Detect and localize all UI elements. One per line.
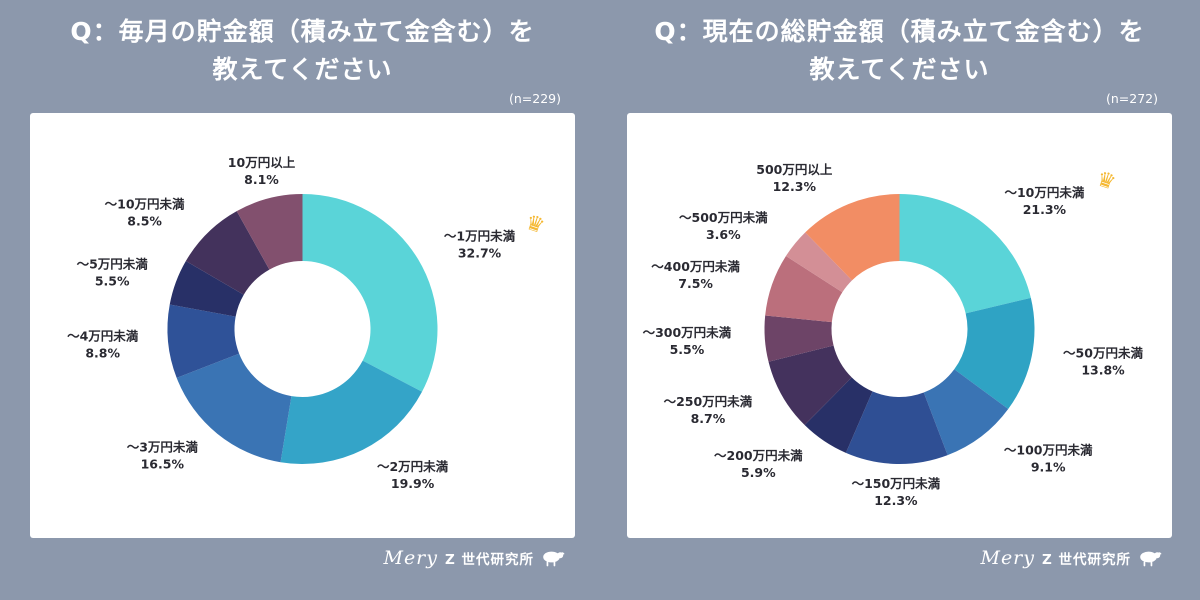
donut-segment [169, 261, 244, 317]
donut-segment [954, 297, 1035, 410]
segment-label: ～100万円未満 9.1% [1004, 443, 1093, 475]
chart-card: ～1万円未満 32.7% ♛ ～2万円未満 19.9% ～3万円未満 16.5% ～4万円未満… [30, 113, 575, 538]
donut-chart-total-savings: ～10万円未満 21.3% ♛ ～50万円未満 13.8% ～100万円未満 9.1% ～15… [643, 162, 1144, 508]
brand-lab-name: Z 世代研究所 [445, 552, 534, 568]
panel-monthly-savings: Q：毎月の貯金額（積み立て金含む）を 教えてください (n=229) ～1万円未… [30, 0, 575, 569]
donut-segment [805, 194, 900, 281]
brand-footer: Mery Z 世代研究所 [30, 547, 575, 569]
sheep-icon [1140, 551, 1162, 567]
brand-name: Mery [383, 547, 438, 569]
segment-label: ～4万円未満 8.8% [67, 328, 139, 360]
donut-segment [236, 194, 303, 270]
sample-size-label: (n=272) [1105, 91, 1158, 106]
donut-segment [845, 391, 948, 464]
title-line-2: 教えてください [212, 55, 393, 84]
segment-label: ～200万円未満 5.9% [714, 448, 803, 480]
segment-label: ～400万円未満 7.5% [651, 259, 740, 291]
sheep-icon [543, 551, 565, 567]
donut-segment [167, 304, 240, 378]
segment-label: ～2万円未満 19.9% [377, 459, 449, 491]
segment-label: ～150万円未満 12.3% [852, 476, 941, 508]
chart-title-monthly: Q：毎月の貯金額（積み立て金含む）を 教えてください [30, 13, 575, 89]
crown-icon: ♛ [1094, 166, 1119, 195]
segment-label: 500万円以上 12.3% [756, 162, 833, 194]
segment-label: ～50万円未満 13.8% [1063, 346, 1143, 378]
title-line-1: Q：毎月の貯金額（積み立て金含む）を [70, 17, 535, 46]
chart-title-total: Q：現在の総貯金額（積み立て金含む）を 教えてください [627, 13, 1172, 89]
segment-label: ～500万円未満 3.6% [679, 210, 768, 242]
donut-segment [765, 255, 843, 323]
segment-label: ～250万円未満 8.7% [664, 394, 753, 426]
donut-segment [280, 360, 423, 464]
segment-label: ～3万円未満 16.5% [127, 440, 199, 472]
donut-chart-monthly-savings: ～1万円未満 32.7%♛ ～2万円未満 19.9% ～3万円未満 16.5% ～4万円未満… [67, 155, 548, 491]
title-line-1: Q：現在の総貯金額（積み立て金含む）を [654, 17, 1145, 46]
donut-segment [176, 353, 292, 463]
brand-lab-name: Z 世代研究所 [1042, 552, 1131, 568]
title-line-2: 教えてください [809, 55, 990, 84]
donut-segment [764, 315, 834, 362]
segment-label: ～1万円未満 32.7% [444, 229, 516, 261]
donut-segment [185, 211, 270, 295]
brand-footer: Mery Z 世代研究所 [627, 547, 1172, 569]
segment-label: ～10万円未満 21.3% [1004, 185, 1084, 217]
donut-segment [785, 232, 853, 293]
donut-segment [899, 194, 1031, 314]
segment-label: ～10万円未満 8.5% [105, 197, 185, 229]
segment-label: ～5万円未満 5.5% [77, 256, 149, 288]
sample-size-label: (n=229) [508, 91, 561, 106]
segment-label: ～300万円未満 5.5% [643, 325, 732, 357]
donut-segment [804, 377, 873, 453]
panel-total-savings: Q：現在の総貯金額（積み立て金含む）を 教えてください (n=272) ～10万… [627, 0, 1172, 569]
crown-icon: ♛ [523, 210, 548, 239]
chart-card: ～10万円未満 21.3% ♛ ～50万円未満 13.8% ～100万円未満 9.1% ～15… [627, 113, 1172, 538]
segment-label: 10万円以上 8.1% [228, 155, 296, 187]
brand-name: Mery [980, 547, 1035, 569]
donut-segment [302, 194, 438, 392]
donut-segment [923, 369, 1009, 456]
donut-segment [768, 345, 852, 426]
